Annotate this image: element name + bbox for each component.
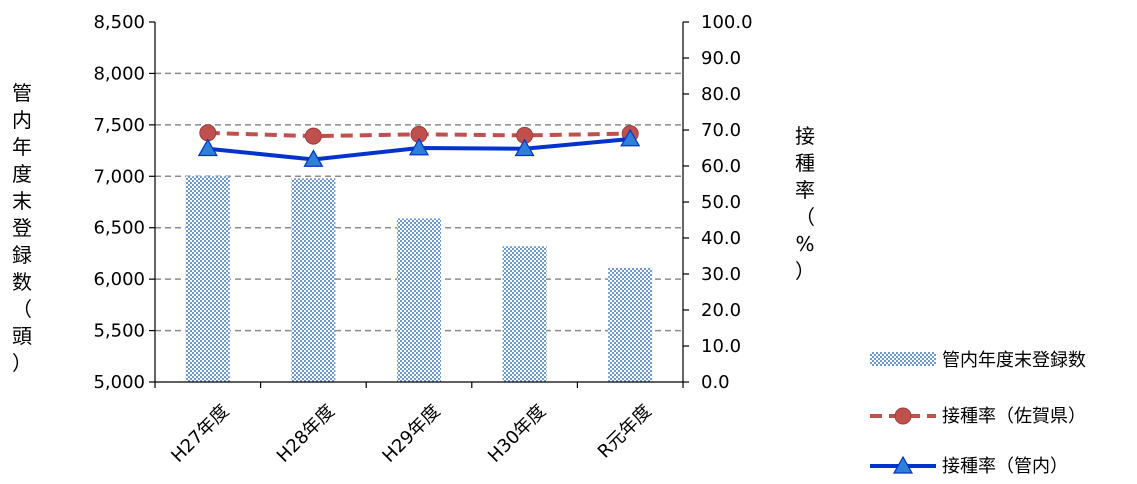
y-left-tick-label: 5,000 [93,372,145,393]
axis-title-char: （ [795,205,815,229]
y-left-tick-label: 6,000 [93,269,145,290]
y-right-tick-label: 50.0 [701,192,741,213]
y-right-tick-label: 0.0 [701,372,730,393]
point-kannai-rate [408,137,430,156]
y-right-tick-label: 10.0 [701,336,741,357]
y-left-tick-label: 7,500 [93,115,145,136]
y-right-tick-label: 70.0 [701,120,741,141]
axis-title-char: 管 [12,81,32,105]
legend-label-bar: 管内年度末登録数 [942,350,1086,371]
bar-registrations [502,246,547,382]
axis-title-char: 度 [12,162,32,186]
axis-title-char: 内 [12,108,32,132]
x-category-label: H27年度 [167,401,233,467]
axis-title-char: 登 [12,216,32,240]
legend-marker-saga [894,407,912,425]
point-kannai-rate [514,138,535,157]
y-right-tick-label: 20.0 [701,300,741,321]
bar-registrations [291,178,336,382]
legend-marker-kannai [892,455,914,474]
axis-title-char: ） [795,259,815,283]
axis-title-char: 接 [795,124,815,148]
bar-registrations [185,176,230,382]
legend-label-kannai: 接種率（管内） [942,456,1068,477]
axis-title-char: 末 [12,189,32,213]
y-right-tick-label: 60.0 [701,156,741,177]
axis-title-char: 年 [12,135,32,159]
legend-label-saga: 接種率（佐賀県） [942,406,1086,427]
axis-title-char: 種 [795,151,815,175]
point-saga-rate [304,127,322,145]
point-saga-rate [199,124,217,142]
legend-swatch-bar [870,352,936,366]
axis-title-char: ） [12,351,32,375]
y-left-tick-label: 6,500 [93,218,145,239]
y-right-tick-label: 90.0 [701,48,741,69]
bar-registrations [608,267,653,382]
axis-title-char: 頭 [12,324,32,348]
point-kannai-rate [303,149,324,167]
x-category-label: H28年度 [273,401,339,467]
point-kannai-rate [197,138,218,157]
axis-title-char: 率 [795,178,815,202]
bar-registrations [397,218,441,382]
y-axis-left-title: 管内年度末登録数 （ 頭 ） [12,81,32,375]
point-kannai-rate [620,128,641,147]
y-left-tick-label: 8,500 [93,12,145,33]
axis-title-char: （ [12,297,32,321]
y-right-tick-label: 100.0 [701,12,753,33]
x-category-label: R元年度 [594,401,656,463]
y-axis-right-title: 接種率 （% ） [795,124,815,283]
y-left-tick-label: 8,000 [93,63,145,84]
y-right-tick-label: 40.0 [701,228,741,249]
axis-title-char: % [795,232,814,256]
y-right-tick-label: 80.0 [701,84,741,105]
y-left-tick-label: 7,000 [93,166,145,187]
axis-title-char: 数 [12,270,32,294]
y-left-tick-label: 5,500 [93,321,145,342]
y-right-tick-label: 30.0 [701,264,741,285]
axis-title-char: 録 [12,243,32,267]
x-category-label: H30年度 [484,401,550,467]
x-category-label: H29年度 [378,401,444,467]
